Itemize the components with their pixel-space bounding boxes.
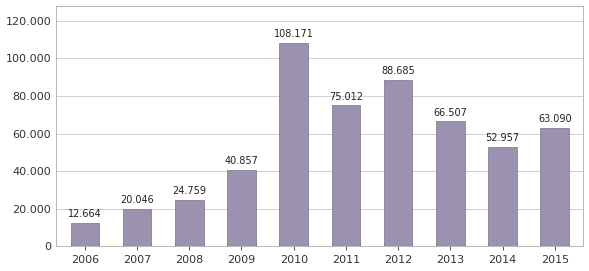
Text: 40.857: 40.857 — [224, 156, 259, 166]
Bar — [540, 128, 569, 246]
Bar — [436, 243, 465, 246]
Bar — [488, 147, 517, 246]
Bar — [123, 243, 151, 246]
Text: 52.957: 52.957 — [485, 133, 519, 143]
Bar — [488, 243, 517, 246]
Bar — [279, 43, 308, 246]
Text: 88.685: 88.685 — [381, 66, 415, 76]
Text: 108.171: 108.171 — [274, 30, 313, 40]
Bar — [227, 243, 256, 246]
Bar — [175, 200, 204, 246]
Bar — [279, 243, 308, 246]
Bar — [71, 222, 99, 246]
Bar — [123, 209, 151, 246]
Bar — [384, 243, 412, 246]
Text: 24.759: 24.759 — [173, 186, 206, 196]
Bar — [71, 243, 99, 246]
Text: 66.507: 66.507 — [434, 108, 467, 118]
Bar — [175, 243, 204, 246]
Bar — [332, 243, 360, 246]
Bar — [332, 105, 360, 246]
Bar — [227, 170, 256, 246]
Bar — [384, 79, 412, 246]
Text: 20.046: 20.046 — [120, 195, 154, 205]
Text: 12.664: 12.664 — [68, 209, 102, 219]
Bar — [436, 121, 465, 246]
Bar — [540, 243, 569, 246]
Text: 63.090: 63.090 — [538, 114, 571, 124]
Text: 75.012: 75.012 — [329, 92, 363, 102]
